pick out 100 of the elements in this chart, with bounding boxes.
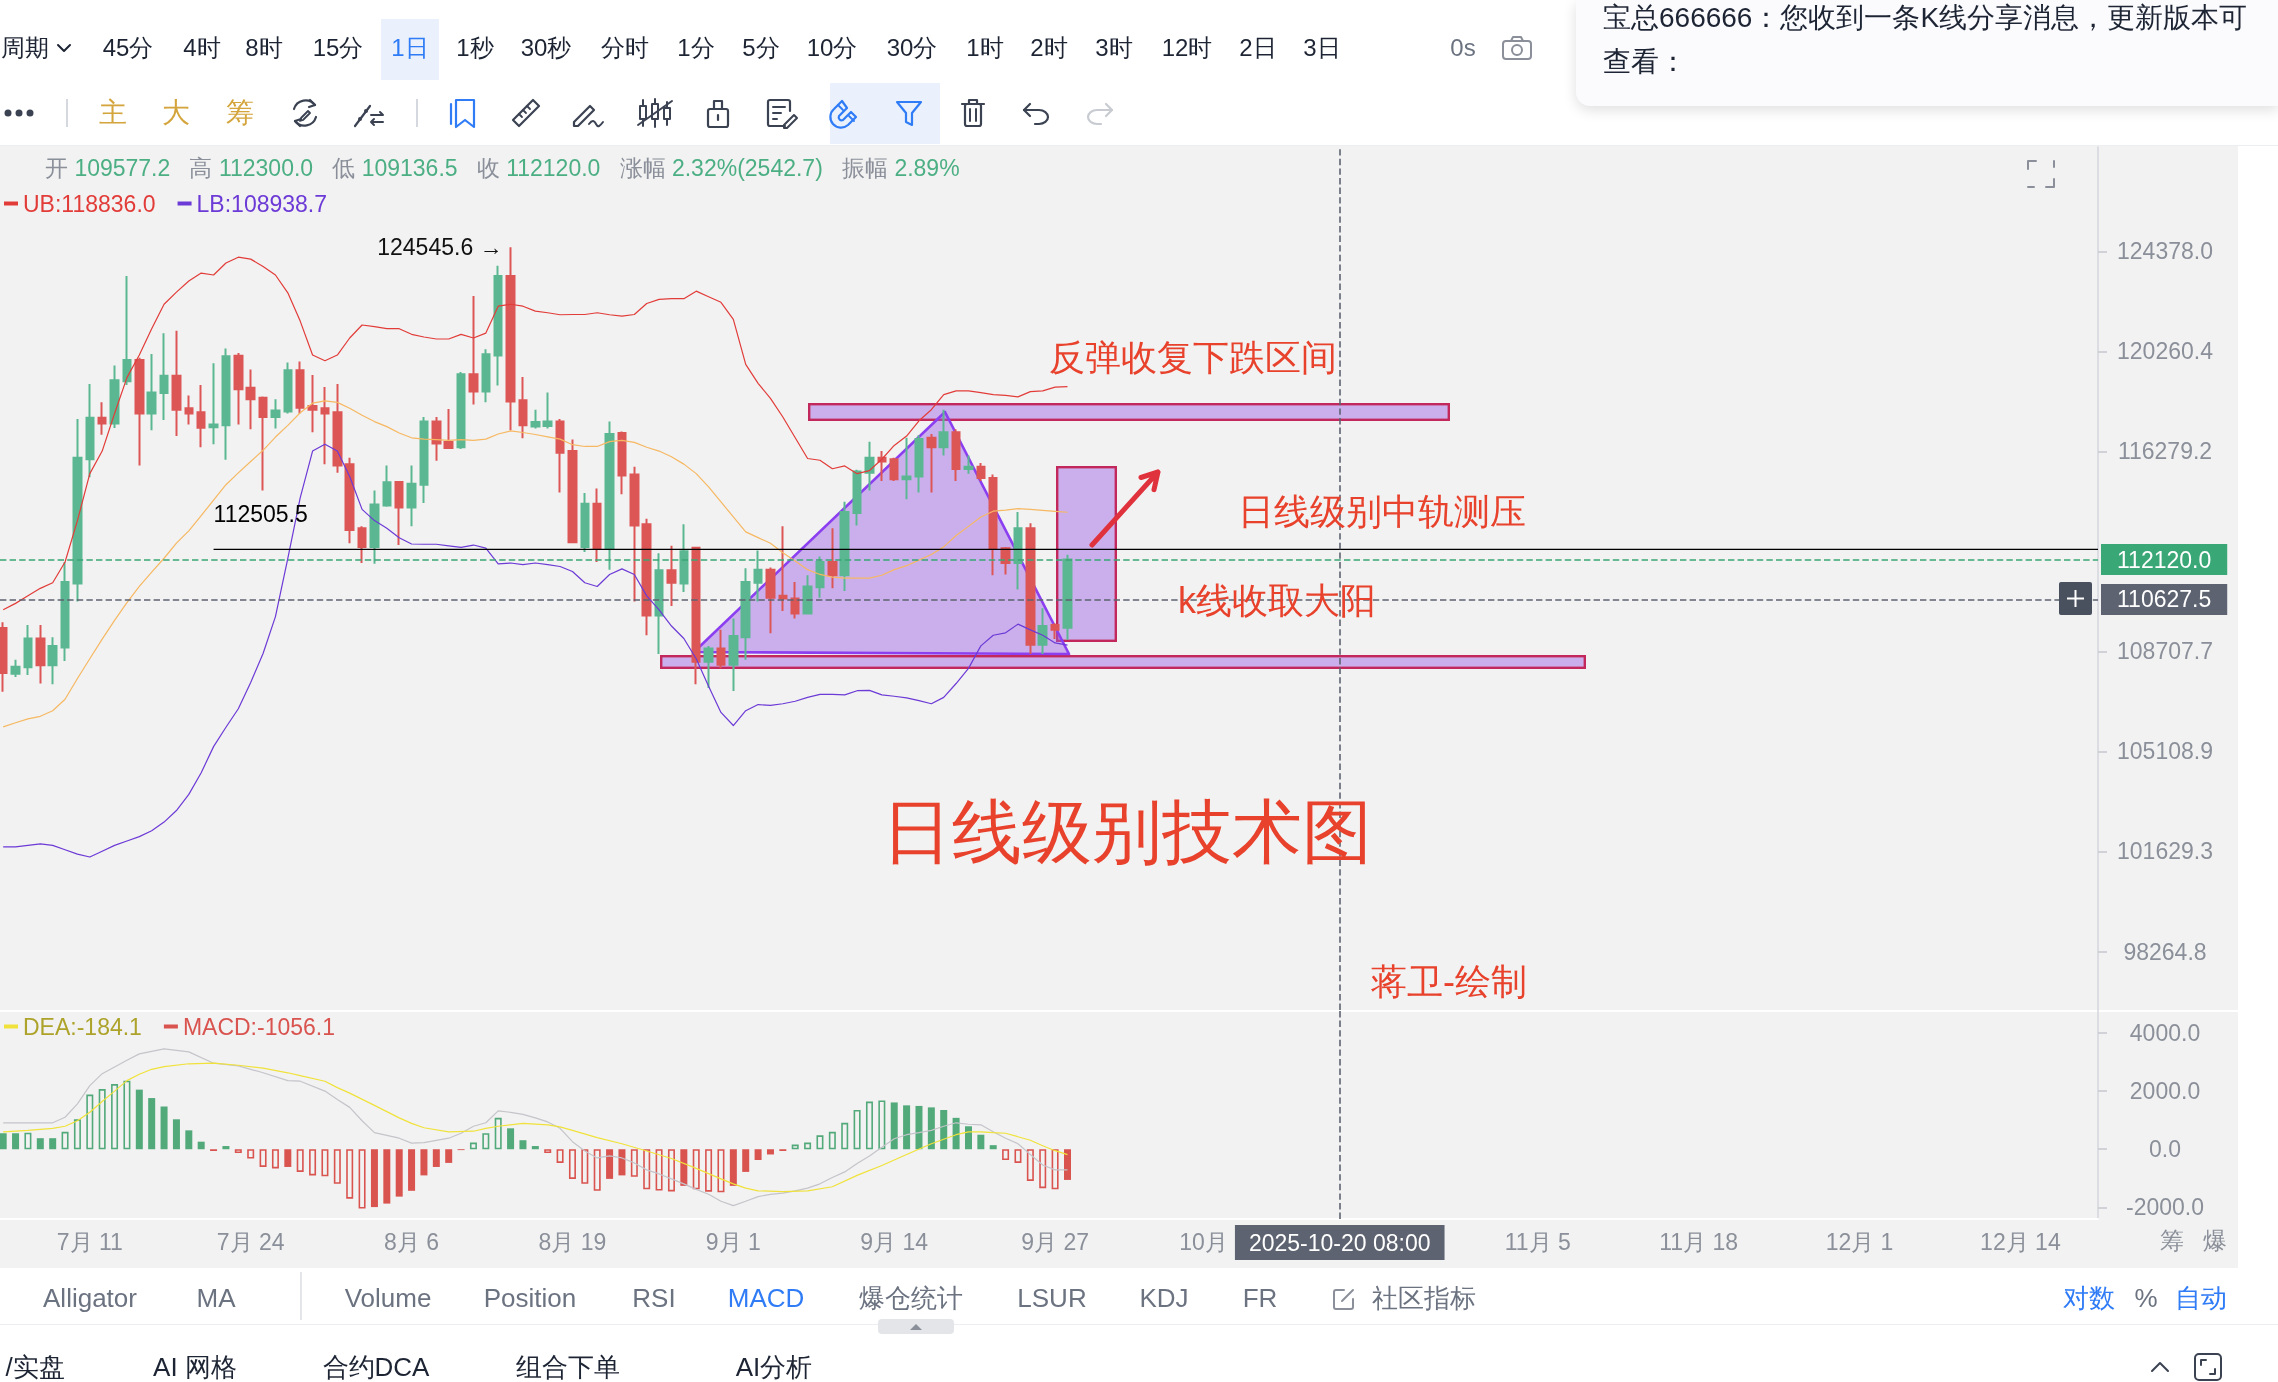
candlestick <box>97 401 107 436</box>
candlestick <box>456 370 466 451</box>
y-tick-label: 105108.9 <box>2117 738 2213 765</box>
bar <box>333 1149 341 1184</box>
bar <box>964 1126 972 1150</box>
candlestick <box>716 628 726 670</box>
y-tick-label: 0.0 <box>2149 1136 2181 1163</box>
bar <box>197 1141 205 1150</box>
bar <box>804 1142 812 1150</box>
text: Position <box>483 1283 577 1314</box>
candlestick <box>901 436 912 501</box>
bar <box>123 1080 131 1150</box>
x-tick-label: 10月 <box>1179 1228 1228 1255</box>
bar <box>370 1149 378 1208</box>
bar <box>507 1128 515 1150</box>
text: 1秒 <box>456 34 494 62</box>
text: 4时 <box>183 34 221 62</box>
bar <box>729 1149 737 1186</box>
candlestick <box>1050 622 1060 641</box>
x-tick-label: 9月 1 <box>705 1228 761 1255</box>
candlestick <box>728 617 739 692</box>
candlestick <box>852 468 862 527</box>
x-tick-label: 12月 14 <box>1980 1228 2061 1255</box>
candlestick <box>258 395 268 492</box>
candlestick <box>320 386 330 466</box>
candlestick <box>976 462 986 483</box>
text: 12时 <box>1161 34 1213 62</box>
text: 对数 <box>2063 1283 2115 1314</box>
candlestick <box>1037 607 1048 656</box>
text: 社区指标 <box>1372 1283 1476 1314</box>
candlestick <box>592 487 602 563</box>
bar <box>49 1138 57 1150</box>
candlestick <box>481 348 491 404</box>
text: % <box>2134 1283 2158 1314</box>
candlestick <box>307 373 318 434</box>
bar <box>222 1146 230 1150</box>
bar <box>86 1094 94 1150</box>
candlestick <box>641 517 652 637</box>
bar <box>383 1149 391 1204</box>
text: 爆 <box>2203 1227 2227 1255</box>
y-tick-label: 116279.2 <box>2117 438 2213 465</box>
text: 10分 <box>806 34 858 62</box>
candlestick <box>419 416 429 504</box>
candlestick <box>926 433 937 494</box>
bar <box>185 1130 193 1150</box>
bar <box>482 1133 490 1150</box>
bar <box>556 1149 564 1163</box>
candlestick <box>518 375 528 440</box>
candlestick <box>1013 510 1023 591</box>
bar <box>1051 1149 1059 1190</box>
candlestick <box>357 525 367 565</box>
candlestick <box>604 420 615 571</box>
bar <box>927 1107 935 1150</box>
bar <box>705 1149 713 1192</box>
bar <box>680 1149 688 1186</box>
text: 筹 <box>226 96 254 130</box>
bar <box>977 1134 985 1150</box>
bar <box>321 1149 329 1177</box>
bar <box>135 1089 143 1150</box>
bar <box>853 1109 861 1150</box>
candlestick <box>221 347 231 461</box>
text: Alligator <box>43 1283 137 1314</box>
candlestick <box>914 434 924 494</box>
candlestick <box>47 636 58 686</box>
bar <box>247 1149 255 1159</box>
candlestick <box>778 525 788 612</box>
candlestick <box>233 352 244 426</box>
line-series <box>2 1062 1069 1193</box>
text: /实盘 <box>5 1352 65 1382</box>
candlestick <box>295 360 305 415</box>
bar <box>259 1149 267 1167</box>
candlestick <box>283 361 293 415</box>
candlestick <box>394 480 404 547</box>
bar <box>519 1140 527 1150</box>
text: 2时 <box>1030 34 1068 62</box>
annotation: 反弹收复下跌区间 <box>1049 336 1337 378</box>
candlestick <box>443 407 454 451</box>
bar <box>643 1149 651 1190</box>
candlestick <box>988 473 998 577</box>
y-tick-label: 4000.0 <box>2129 1019 2201 1046</box>
text: 8时 <box>245 34 283 62</box>
x-tick-label: 8月 6 <box>384 1228 440 1255</box>
candlestick <box>493 264 503 387</box>
text: 周期 <box>1 34 49 62</box>
line-series <box>2 1048 1069 1207</box>
text: 分时 <box>601 34 649 62</box>
bar <box>1002 1149 1010 1160</box>
candlestick <box>208 362 219 446</box>
annotation: 蒋卫-绘制 <box>1371 960 1527 1002</box>
bar <box>568 1149 576 1179</box>
candlestick <box>889 456 899 483</box>
y-tick-label: -2000.0 <box>2125 1194 2205 1221</box>
text: 30秒 <box>520 34 572 62</box>
bar <box>915 1105 923 1150</box>
bar <box>24 1132 32 1150</box>
x-tick-label: 12月 1 <box>1825 1228 1894 1255</box>
line-series <box>2 400 1069 728</box>
bar <box>754 1149 762 1160</box>
candlestick <box>691 545 701 686</box>
bar <box>432 1149 440 1167</box>
